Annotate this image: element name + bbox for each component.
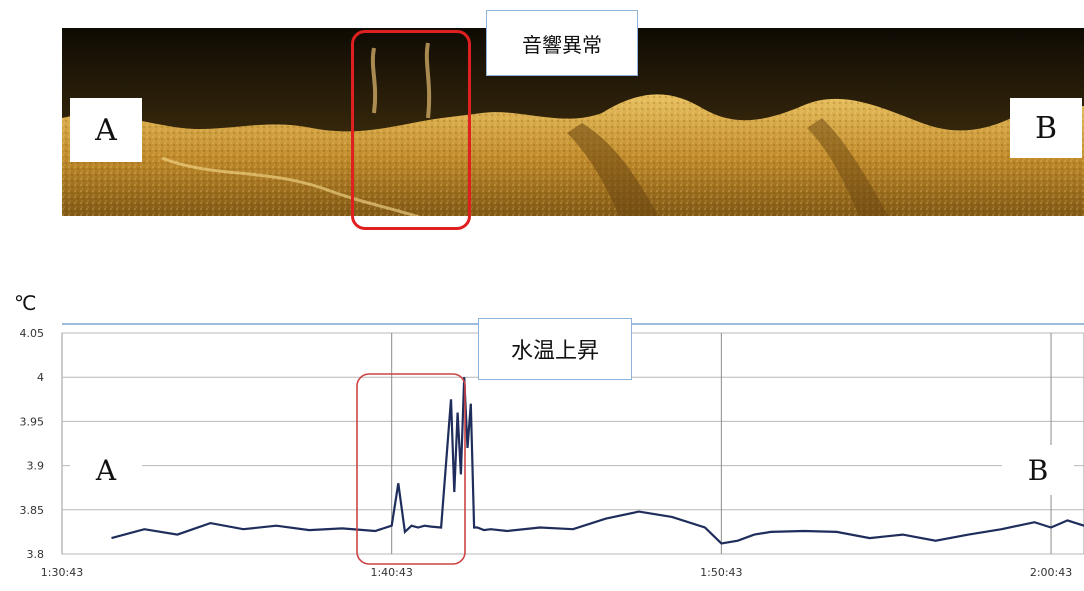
y-tick-label: 3.9 — [27, 460, 45, 473]
y-tick-label: 3.95 — [20, 415, 45, 428]
chart-callout: 水温上昇 — [478, 318, 632, 380]
y-tick-label: 4 — [37, 371, 44, 384]
y-tick-label: 3.85 — [20, 504, 45, 517]
sonar-callout: 音響異常 — [486, 10, 638, 76]
chart-endpoint-a: A — [70, 445, 142, 495]
x-tick-label: 1:50:43 — [700, 566, 742, 579]
x-tick-label: 2:00:43 — [1030, 566, 1072, 579]
sonar-endpoint-a: A — [70, 98, 142, 162]
x-tick-label: 1:30:43 — [41, 566, 83, 579]
y-tick-labels: 4.05 4 3.95 3.9 3.85 3.8 — [20, 327, 45, 561]
sonar-anomaly-highlight — [351, 30, 471, 230]
x-tick-labels: 1:30:43 1:40:43 1:50:43 2:00:43 — [41, 566, 1072, 579]
y-tick-label: 4.05 — [20, 327, 45, 340]
temperature-rise-highlight — [356, 373, 466, 565]
water-temperature-line — [111, 377, 1084, 545]
x-tick-label: 1:40:43 — [370, 566, 412, 579]
chart-endpoint-b: B — [1002, 445, 1074, 495]
sonar-endpoint-b: B — [1010, 98, 1082, 158]
y-axis-unit-label: ℃ — [14, 291, 36, 315]
y-tick-label: 3.8 — [27, 548, 45, 561]
